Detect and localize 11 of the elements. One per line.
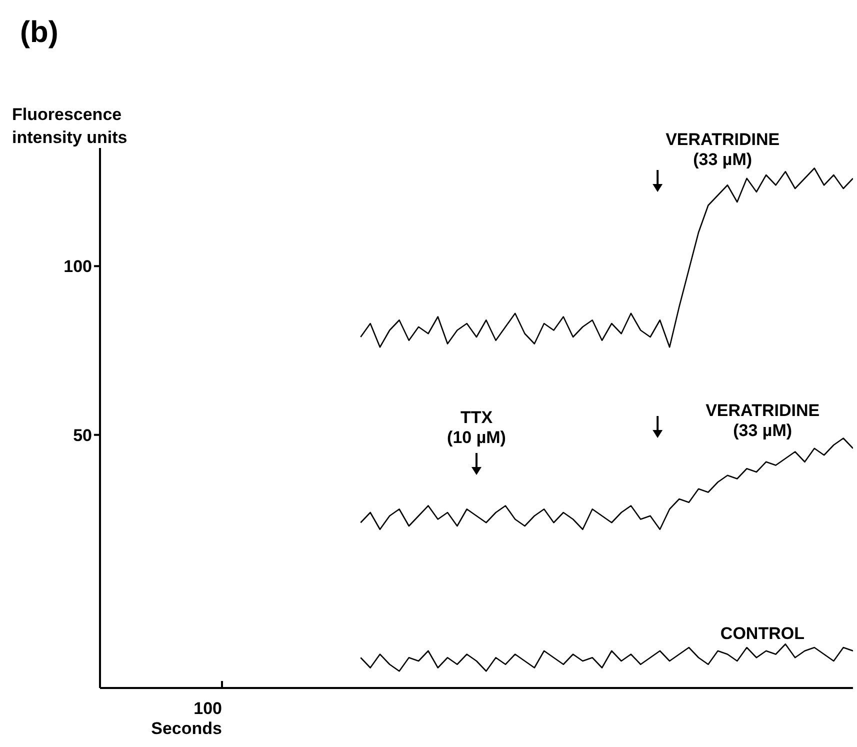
x-axis-title: Seconds: [151, 719, 222, 738]
annotation: TTX (10 µM): [447, 408, 506, 447]
line-series: [360, 643, 853, 672]
y-axis-title: Fluorescence intensity units: [12, 104, 128, 149]
line-series: [360, 168, 853, 348]
text: 100: [194, 699, 222, 718]
annotation: CONTROL: [720, 624, 804, 643]
y-tick-label: 50: [73, 426, 92, 445]
annotation: VERATRIDINE (33 µM): [666, 130, 780, 169]
chart-title: (b): [20, 16, 58, 50]
annotation: VERATRIDINE (33 µM): [706, 401, 820, 440]
